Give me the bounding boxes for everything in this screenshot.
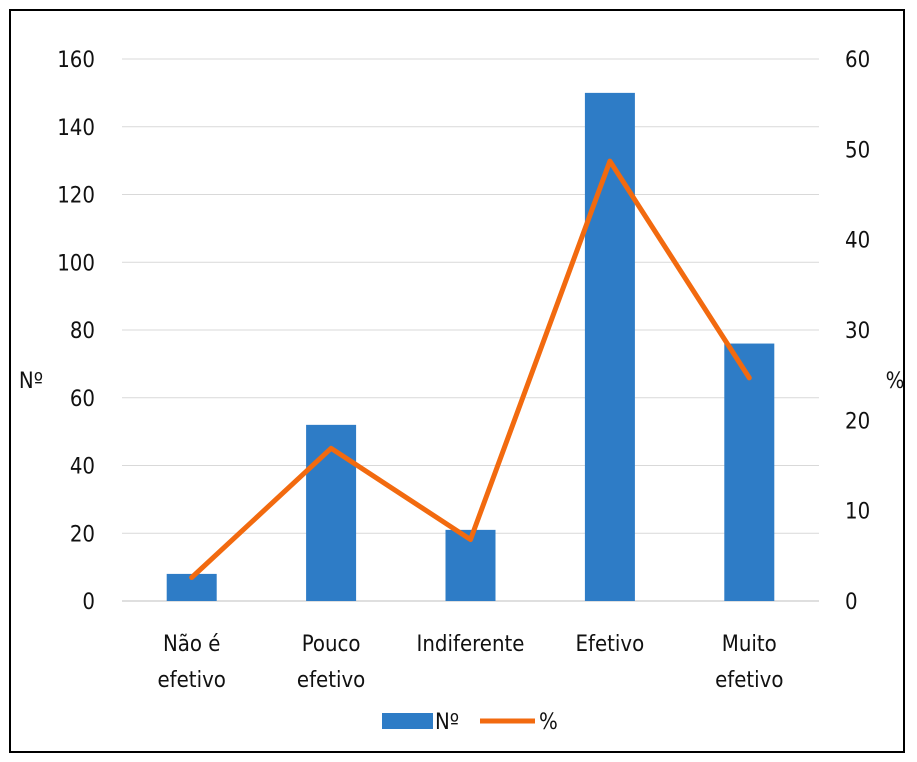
combo-chart: 0 20 40 60 80 100 120 140 160 0 10 20 30 40 50 60 Não … xyxy=(19,48,905,735)
gridlines xyxy=(122,58,819,602)
legend-bar-swatch xyxy=(382,713,433,729)
right-axis-ticks: 0 10 20 30 40 50 60 xyxy=(845,48,870,615)
left-tick-label: 60 xyxy=(70,387,95,412)
left-tick-label: 40 xyxy=(70,455,95,480)
left-tick-label: 120 xyxy=(57,184,95,209)
right-tick-label: 10 xyxy=(845,500,870,525)
right-axis-title: % xyxy=(886,369,905,394)
bar-series xyxy=(166,92,775,601)
right-tick-label: 0 xyxy=(845,590,858,615)
category-label: Pouco efetivo xyxy=(297,632,365,693)
right-tick-label: 50 xyxy=(845,138,870,163)
left-tick-label: 80 xyxy=(70,319,95,344)
right-tick-label: 30 xyxy=(845,319,870,344)
right-tick-label: 40 xyxy=(845,229,870,254)
legend-bar-label: Nº xyxy=(435,710,459,735)
category-label: Efetivo xyxy=(576,632,645,657)
bar xyxy=(306,424,357,601)
bar xyxy=(584,92,635,601)
left-axis-ticks: 0 20 40 60 80 100 120 140 160 xyxy=(57,48,95,615)
left-tick-label: 0 xyxy=(82,590,95,615)
legend-line-label: % xyxy=(539,710,558,735)
right-tick-label: 20 xyxy=(845,409,870,434)
series-line xyxy=(189,158,752,581)
right-tick-label: 60 xyxy=(845,48,870,73)
bar xyxy=(724,343,775,601)
category-labels: Não é efetivo Pouco efetivo Indiferente Efeti… xyxy=(157,632,783,693)
left-tick-label: 140 xyxy=(57,116,95,141)
left-tick-label: 160 xyxy=(57,48,95,73)
category-label: Indiferente xyxy=(417,632,525,657)
chart-frame: 0 20 40 60 80 100 120 140 160 0 10 20 30 40 50 60 Não … xyxy=(9,9,905,753)
line-series xyxy=(189,158,752,581)
left-tick-label: 100 xyxy=(57,251,95,276)
left-tick-label: 20 xyxy=(70,522,95,547)
legend: Nº % xyxy=(382,710,558,735)
left-axis-title: Nº xyxy=(19,369,43,394)
category-label: Muito efetivo xyxy=(715,632,783,693)
category-label: Não é efetivo xyxy=(157,632,225,693)
